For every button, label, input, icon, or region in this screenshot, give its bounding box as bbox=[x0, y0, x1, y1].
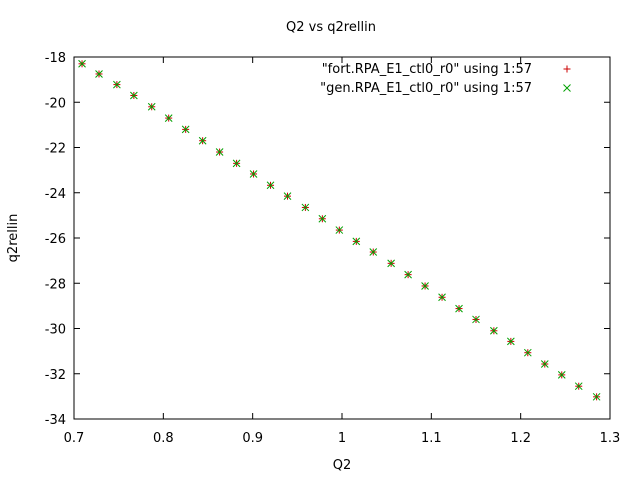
data-point-series-2 bbox=[318, 214, 327, 223]
data-point-series-2 bbox=[455, 304, 463, 313]
data-point-series-2 bbox=[369, 248, 378, 256]
data-point-series-2 bbox=[404, 270, 412, 279]
y-tick-label: -32 bbox=[45, 368, 66, 383]
y-axis-label: q2rellin bbox=[6, 214, 21, 263]
data-point-series-2 bbox=[129, 91, 138, 100]
y-tick-label: -26 bbox=[45, 232, 66, 247]
data-point-series-2 bbox=[490, 326, 498, 335]
x-tick-label: 1 bbox=[338, 431, 346, 446]
data-point-series-2 bbox=[283, 192, 292, 200]
data-point-series-2 bbox=[540, 360, 549, 368]
y-tick-label: -18 bbox=[45, 51, 66, 66]
data-point-series-2 bbox=[387, 259, 395, 268]
x-tick-label: 0.8 bbox=[153, 431, 174, 446]
x-tick-label: 0.9 bbox=[242, 431, 263, 446]
x-tick-label: 0.7 bbox=[64, 431, 85, 446]
y-tick-label: -20 bbox=[45, 96, 66, 111]
data-point-series-2 bbox=[472, 315, 480, 324]
y-axis-ticks: -18 -20 -22 -24 -26 -28 -30 -32 -34 bbox=[45, 51, 610, 428]
data-point-series-2 bbox=[438, 293, 446, 302]
data-point-series-2 bbox=[557, 371, 566, 379]
data-point-series-2 bbox=[574, 382, 583, 391]
x-axis-ticks: 0.7 0.8 0.9 1 1.1 1.2 1.3 bbox=[64, 57, 621, 446]
legend: "fort.RPA_E1_ctl0_r0" using 1:57 "gen.RPA… bbox=[320, 62, 571, 96]
y-tick-label: -28 bbox=[45, 277, 66, 292]
legend-marker-1 bbox=[563, 65, 571, 73]
data-point-series-2 bbox=[592, 392, 601, 401]
y-tick-label: -22 bbox=[45, 142, 66, 157]
plot-frame bbox=[73, 56, 611, 420]
data-point-series-2 bbox=[215, 148, 224, 156]
data-point-series-2 bbox=[181, 125, 190, 134]
legend-marker-2 bbox=[563, 84, 571, 92]
y-tick-label: -24 bbox=[45, 187, 66, 202]
y-tick-label: -30 bbox=[45, 323, 66, 338]
data-point-series-2 bbox=[421, 282, 429, 290]
legend-label-2: "gen.RPA_E1_ctl0_r0" using 1:57 bbox=[320, 81, 532, 96]
legend-label-1: "fort.RPA_E1_ctl0_r0" using 1:57 bbox=[322, 62, 532, 77]
data-point-series-2 bbox=[352, 237, 361, 246]
data-point-series-2 bbox=[164, 114, 173, 122]
data-point-series-2 bbox=[266, 181, 275, 190]
x-tick-label: 1.1 bbox=[421, 431, 442, 446]
data-point-series-2 bbox=[249, 170, 258, 178]
data-point-series-2 bbox=[506, 337, 515, 346]
data-points bbox=[78, 59, 601, 401]
data-point-series-2 bbox=[78, 59, 86, 68]
data-point-series-2 bbox=[198, 136, 207, 145]
data-point-series-2 bbox=[232, 159, 241, 168]
data-point-series-2 bbox=[113, 80, 121, 89]
data-point-series-2 bbox=[523, 348, 532, 357]
data-point-series-2 bbox=[335, 226, 344, 234]
x-axis-label: Q2 bbox=[333, 458, 352, 473]
x-tick-label: 1.2 bbox=[510, 431, 531, 446]
chart-title: Q2 vs q2rellin bbox=[286, 20, 376, 35]
data-point-series-2 bbox=[301, 203, 310, 212]
x-tick-label: 1.3 bbox=[600, 431, 621, 446]
y-tick-label: -34 bbox=[45, 413, 66, 428]
data-point-series-2 bbox=[147, 102, 156, 111]
data-point-series-2 bbox=[95, 70, 103, 78]
